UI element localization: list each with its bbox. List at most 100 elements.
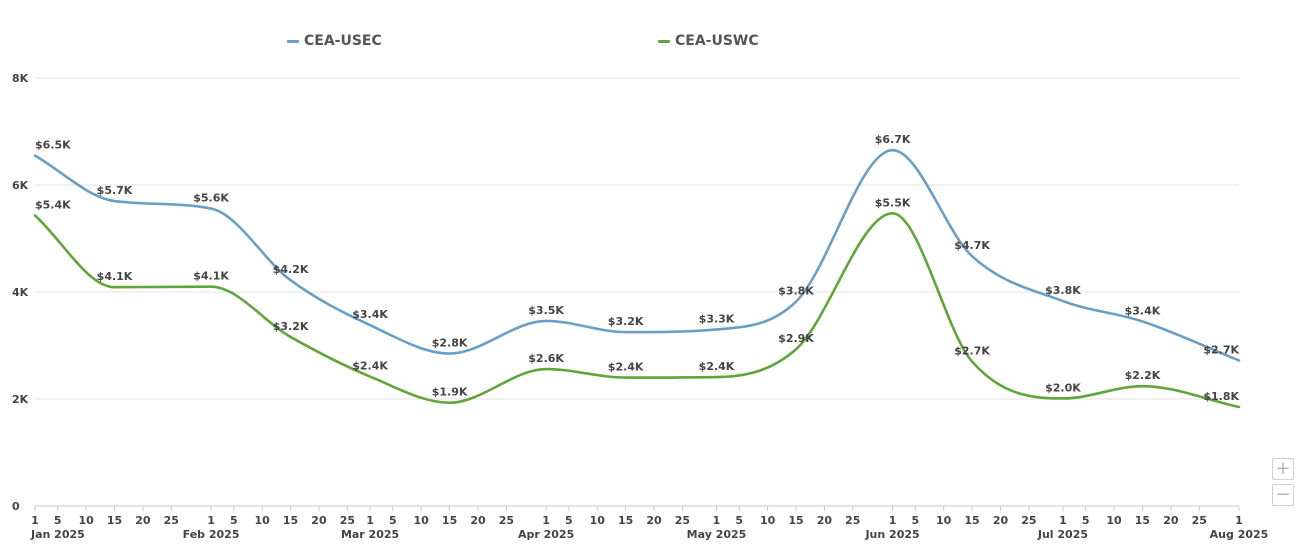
x-month-label: May 2025 (687, 528, 747, 541)
x-tick-label: 5 (389, 514, 397, 527)
data-label-cea-uswc: $2.2K (1125, 369, 1161, 382)
y-tick-label: 6K (12, 179, 29, 192)
x-tick-label: 1 (1059, 514, 1067, 527)
y-axis: 0 2K 4K 6K 8K (12, 72, 29, 513)
x-tick-label: 10 (414, 514, 430, 527)
data-label-cea-usec: $3.5K (528, 304, 564, 317)
legend-label-uswc: CEA-USWC (675, 33, 759, 49)
x-tick-label: 25 (499, 514, 514, 527)
legend-label-usec: CEA-USEC (304, 33, 382, 49)
data-label-cea-usec: $4.7K (954, 239, 990, 252)
data-label-cea-uswc: $2.4K (699, 360, 735, 373)
legend-swatch-uswc (658, 39, 670, 43)
x-tick-label: 25 (675, 514, 690, 527)
y-tick-label: 4K (12, 286, 29, 299)
data-label-cea-uswc: $2.0K (1045, 381, 1081, 394)
data-label-cea-usec: $3.8K (1045, 284, 1081, 297)
x-tick-label: 1 (1235, 514, 1243, 527)
legend-item-usec[interactable]: CEA-USEC (287, 33, 382, 49)
x-tick-label: 20 (646, 514, 662, 527)
data-label-cea-uswc: $2.6K (528, 352, 564, 365)
data-label-cea-usec: $2.8K (432, 337, 468, 350)
data-label-cea-uswc: $2.7K (954, 345, 990, 358)
data-label-cea-usec: $3.2K (608, 315, 644, 328)
x-month-label: Jun 2025 (864, 528, 919, 541)
x-tick-label: 5 (230, 514, 238, 527)
x-tick-label: 15 (964, 514, 979, 527)
data-label-cea-uswc: $4.1K (97, 270, 133, 283)
data-label-cea-uswc: $2.4K (608, 361, 644, 374)
x-tick-label: 25 (845, 514, 860, 527)
x-tick-label: 25 (164, 514, 179, 527)
x-tick-label: 10 (590, 514, 606, 527)
data-label-cea-uswc: $2.9K (778, 332, 814, 345)
x-tick-label: 1 (713, 514, 721, 527)
x-tick-label: 5 (565, 514, 573, 527)
x-month-label: Aug 2025 (1210, 528, 1269, 541)
x-tick-label: 1 (366, 514, 374, 527)
x-tick-label: 5 (911, 514, 919, 527)
x-tick-label: 5 (54, 514, 62, 527)
data-label-cea-usec: $5.6K (193, 192, 229, 205)
series-line-cea-usec (33, 148, 1241, 362)
chart-legend: CEA-USEC CEA-USWC (0, 33, 1298, 53)
series-line-cea-uswc (33, 212, 1241, 409)
x-tick-label: 10 (936, 514, 952, 527)
data-label-cea-usec: $5.7K (97, 184, 133, 197)
x-month-label: Jul 2025 (1037, 528, 1088, 541)
x-tick-label: 5 (1082, 514, 1090, 527)
x-month-label: Apr 2025 (518, 528, 574, 541)
legend-swatch-usec (287, 39, 299, 43)
data-label-cea-uswc: $4.1K (193, 270, 229, 283)
data-labels: $6.5K $5.7K $5.6K $4.2K $3.4K $2.8K $3.5K $3.2K… (35, 133, 1239, 403)
x-tick-label: 15 (107, 514, 122, 527)
x-tick-label: 25 (1192, 514, 1207, 527)
data-label-cea-uswc: $5.4K (35, 198, 71, 211)
data-label-cea-usec: $3.8K (778, 285, 814, 298)
x-tick-label: 15 (283, 514, 298, 527)
x-tick-label: 5 (735, 514, 743, 527)
x-month-label: Mar 2025 (341, 528, 399, 541)
x-tick-label: 20 (1163, 514, 1179, 527)
y-tick-label: 8K (12, 72, 29, 85)
x-tick-label: 1 (889, 514, 897, 527)
data-label-cea-uswc: $1.8K (1203, 390, 1239, 403)
x-tick-label: 10 (255, 514, 271, 527)
data-label-cea-uswc: $5.5K (875, 196, 911, 209)
x-tick-label: 20 (470, 514, 486, 527)
x-tick-label: 20 (311, 514, 327, 527)
legend-item-uswc[interactable]: CEA-USWC (658, 33, 759, 49)
chart-grid (35, 77, 1239, 507)
x-tick-label: 20 (135, 514, 151, 527)
x-tick-label: 15 (442, 514, 457, 527)
zoom-in-button[interactable]: + (1272, 458, 1294, 480)
x-month-label: Jan 2025 (30, 528, 85, 541)
data-label-cea-uswc: $2.4K (352, 360, 388, 373)
chart-series (33, 148, 1241, 409)
data-label-cea-usec: $3.4K (352, 308, 388, 321)
x-tick-label: 10 (1106, 514, 1122, 527)
x-tick-label: 10 (78, 514, 94, 527)
data-label-cea-usec: $2.7K (1203, 343, 1239, 356)
y-tick-label: 2K (12, 393, 29, 406)
data-label-cea-usec: $3.3K (699, 312, 735, 325)
data-label-cea-usec: $6.7K (875, 133, 911, 146)
x-tick-label: 10 (760, 514, 776, 527)
data-label-cea-usec: $3.4K (1125, 304, 1161, 317)
zoom-out-button[interactable]: − (1272, 484, 1294, 506)
x-tick-label: 1 (31, 514, 39, 527)
y-tick-label: 0 (12, 500, 20, 513)
data-label-cea-usec: $4.2K (273, 263, 309, 276)
x-tick-label: 20 (993, 514, 1009, 527)
x-tick-label: 1 (542, 514, 550, 527)
data-label-cea-usec: $6.5K (35, 139, 71, 152)
x-tick-label: 25 (1021, 514, 1036, 527)
x-tick-label: 15 (788, 514, 803, 527)
x-tick-label: 20 (817, 514, 833, 527)
data-label-cea-uswc: $3.2K (273, 320, 309, 333)
x-tick-label: 1 (207, 514, 215, 527)
x-tick-label: 25 (340, 514, 355, 527)
data-label-cea-uswc: $1.9K (432, 386, 468, 399)
x-month-label: Feb 2025 (183, 528, 240, 541)
